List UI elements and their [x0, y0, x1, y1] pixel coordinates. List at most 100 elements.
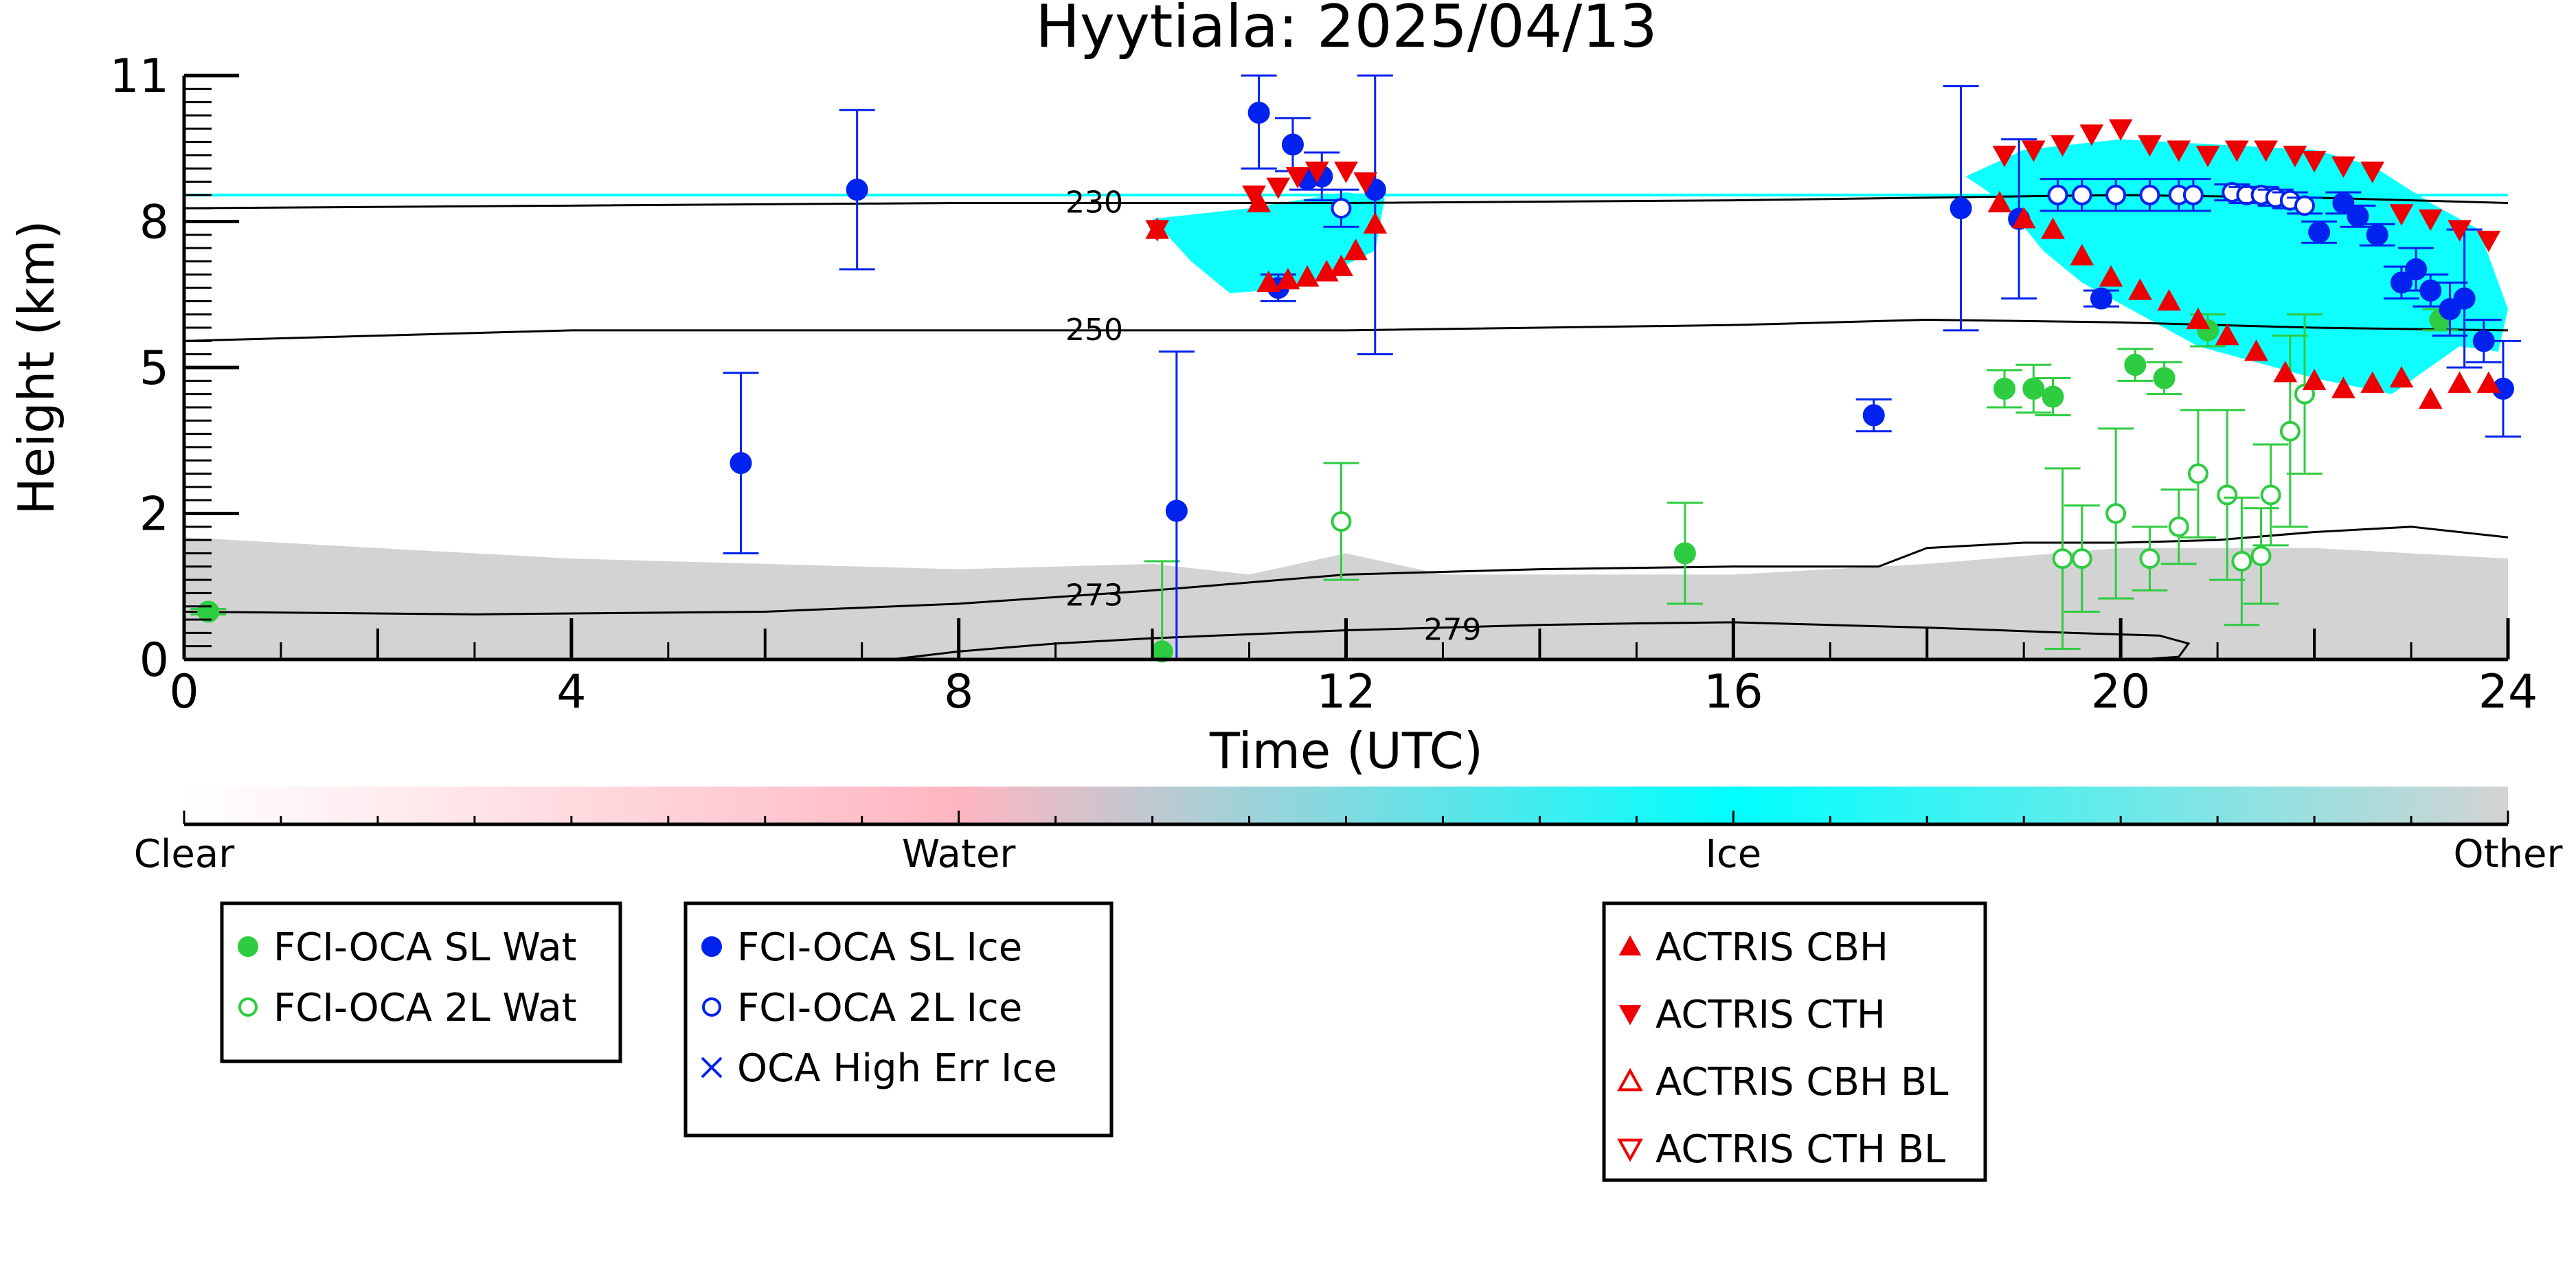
data-point	[1165, 499, 1188, 522]
x-stroke	[701, 1057, 723, 1078]
contour-label: 273	[1065, 578, 1123, 613]
colorbar-label: Ice	[1705, 832, 1761, 877]
data-point	[2389, 365, 2414, 388]
data-point	[1673, 542, 1696, 565]
colorbar-label: Water	[902, 832, 1017, 877]
data-point	[2215, 324, 2239, 346]
x-tick-label: 4	[556, 665, 586, 719]
data-point	[1331, 198, 1352, 219]
ice-cloud-region	[1965, 139, 2508, 394]
legend-box: FCI-OCA SL Ice FCI-OCA 2L Ice OCA High Err…	[683, 901, 1114, 1138]
data-point	[1950, 197, 1972, 220]
data-point	[2186, 307, 2211, 330]
x-tick-label: 12	[1316, 665, 1376, 719]
y-tick-label: 5	[139, 341, 169, 396]
legend-entry-label: ACTRIS CBH	[1656, 925, 1888, 970]
series-fci-oca-2l-ice	[1323, 178, 2323, 228]
data-point	[2041, 217, 2065, 239]
data-point	[1295, 265, 1320, 287]
data-point	[2124, 354, 2147, 376]
legend-entry-label: FCI-OCA SL Ice	[737, 925, 1022, 970]
legend-frame	[683, 901, 1114, 1138]
data-point	[1992, 146, 2017, 168]
y-tick-label: 2	[139, 488, 169, 542]
data-point	[1862, 404, 1885, 427]
y-axis-label: Height (km)	[8, 221, 65, 515]
data-point	[2332, 192, 2355, 214]
data-point	[2405, 258, 2428, 281]
data-point	[730, 452, 752, 475]
legend-marker	[238, 936, 258, 957]
data-point	[1331, 511, 1352, 532]
data-point	[2244, 339, 2268, 361]
data-point	[2168, 516, 2189, 537]
data-point	[2476, 371, 2501, 393]
contour-label: 230	[1065, 185, 1123, 220]
data-point	[846, 179, 868, 201]
data-point	[1304, 161, 1329, 183]
data-point	[2079, 124, 2104, 146]
colorbar-label: Other	[2453, 832, 2563, 877]
data-point	[2071, 548, 2092, 569]
x-tick-label: 8	[944, 665, 973, 719]
data-point	[1353, 172, 1378, 194]
data-point	[2347, 205, 2369, 227]
data-point	[2157, 289, 2181, 311]
data-point	[2331, 376, 2355, 398]
data-point	[2108, 119, 2133, 141]
data-point	[2195, 146, 2220, 168]
data-point	[2070, 244, 2094, 266]
data-point	[2022, 377, 2045, 400]
legend-entry-label: FCI-OCA 2L Wat	[273, 986, 577, 1030]
data-point	[2105, 184, 2127, 205]
data-point	[2050, 135, 2075, 157]
data-point	[2128, 278, 2152, 300]
data-point	[2182, 184, 2204, 205]
legend-marker	[701, 936, 722, 957]
data-point	[2476, 230, 2501, 253]
data-point	[1256, 270, 1281, 293]
colorbar-label: Clear	[134, 832, 235, 877]
legend-marker	[1618, 935, 1642, 956]
data-point	[2453, 287, 2476, 310]
x-tick-label: 16	[1704, 665, 1763, 719]
data-point	[2279, 420, 2301, 442]
data-point	[2224, 140, 2249, 162]
data-point	[2302, 150, 2327, 173]
series-actris-cth	[1145, 119, 2501, 253]
data-point	[1993, 377, 2016, 400]
data-point	[2273, 361, 2298, 383]
data-point	[2418, 387, 2443, 409]
data-point	[1276, 267, 1300, 290]
data-point	[2250, 545, 2272, 567]
legend-marker	[238, 997, 258, 1017]
data-point	[2231, 551, 2252, 572]
data-point	[2090, 287, 2112, 310]
x-axis-label: Time (UTC)	[1209, 722, 1483, 780]
legend-box: FCI-OCA SL Wat FCI-OCA 2L Wat	[220, 901, 622, 1063]
data-point	[2138, 135, 2162, 157]
legend-box: ACTRIS CBH ACTRIS CTH ACTRIS CBH BL ACTRIS …	[1602, 901, 1987, 1182]
legend-frame	[220, 901, 622, 1063]
data-point	[2360, 161, 2385, 183]
series-actris-cbh	[1145, 190, 2501, 409]
temperature-contour	[184, 318, 2508, 342]
data-point	[2139, 548, 2160, 569]
data-point	[1266, 177, 1291, 199]
data-point	[2052, 548, 2073, 569]
data-point	[2011, 207, 2036, 229]
legend-marker	[702, 997, 721, 1017]
data-point	[2139, 184, 2160, 205]
data-point	[2105, 503, 2127, 524]
data-point	[2331, 156, 2355, 178]
data-point	[1242, 185, 1266, 207]
data-point	[2047, 184, 2068, 205]
x-tick-label: 24	[2478, 665, 2538, 719]
data-point	[2419, 279, 2442, 302]
data-point	[2448, 220, 2472, 242]
legend-marker	[1618, 1005, 1642, 1026]
legend-entry-label: ACTRIS CTH	[1656, 993, 1886, 1037]
data-point	[1145, 220, 1169, 242]
